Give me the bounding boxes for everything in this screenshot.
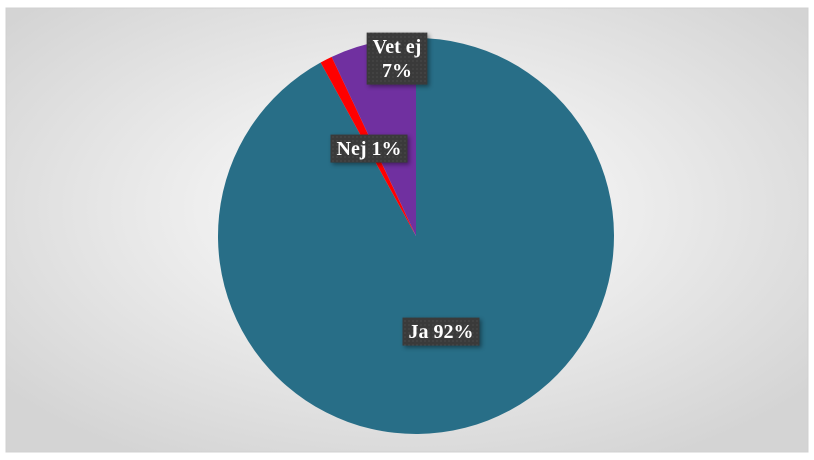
labels: Ja 92% Nej 1% Vet ej 7% [330, 32, 480, 346]
label-text: Ja 92% [409, 321, 474, 343]
data-label: Nej 1% [330, 134, 408, 163]
data-label: Vet ej 7% [366, 32, 428, 85]
data-label: Ja 92% [402, 317, 480, 346]
label-text: Vet ej 7% [373, 36, 422, 82]
slices [217, 38, 614, 434]
label-value: 1% [371, 138, 401, 160]
label-category: Nej [337, 138, 367, 160]
label-value: 92% [434, 321, 474, 343]
label-box [366, 32, 428, 85]
label-text: Nej 1% [337, 138, 402, 160]
label-value: 7% [382, 60, 412, 82]
pie-slice [217, 38, 614, 434]
label-category: Ja [409, 321, 429, 343]
label-box [402, 317, 480, 346]
label-category: Vet ej [373, 36, 422, 58]
label-box [330, 134, 408, 163]
